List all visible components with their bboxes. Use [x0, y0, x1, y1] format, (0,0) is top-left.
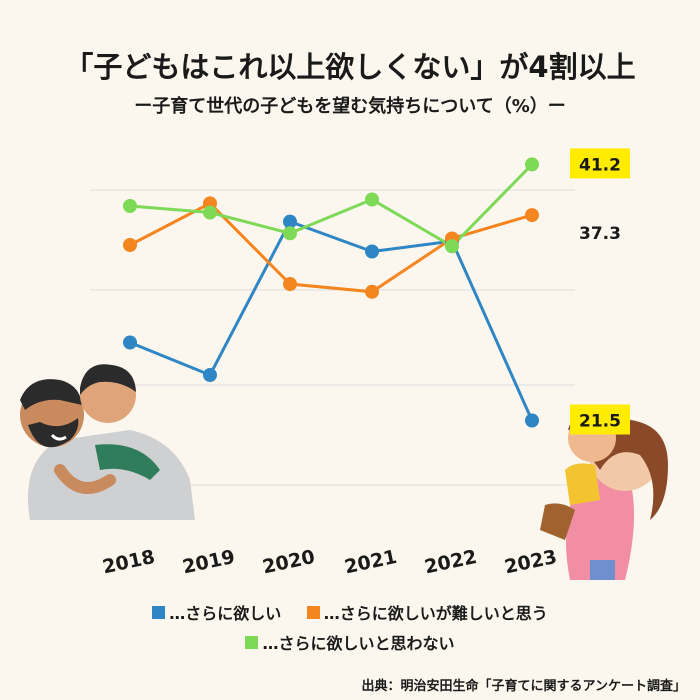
label-highlight	[570, 404, 630, 435]
legend-label: …さらに欲しいと思わない	[262, 634, 455, 653]
x-tick-label: 2021	[343, 546, 399, 579]
x-tick-label: 2020	[261, 546, 317, 579]
data-point	[365, 192, 379, 207]
series-line-0	[129, 219, 534, 422]
data-point	[283, 226, 297, 241]
chart-points	[123, 157, 539, 428]
chart-subtitle: ー子育て世代の子どもを望む気持ちについて（%）ー	[134, 96, 566, 117]
data-labels: 41.2 37.3 21.5	[570, 148, 630, 435]
data-point	[123, 199, 137, 213]
data-point	[525, 413, 539, 428]
chart-lines	[129, 163, 534, 422]
data-label: 21.5	[579, 412, 621, 432]
x-tick-label: 2019	[181, 546, 237, 579]
legend-swatch	[152, 605, 166, 619]
source-credit: 出典：明治安田生命「子育てに関するアンケート調査」	[361, 679, 686, 694]
data-point	[203, 205, 217, 220]
data-point	[365, 244, 379, 259]
data-point	[203, 368, 217, 382]
legend-label: …さらに欲しい	[169, 604, 282, 623]
data-point	[525, 157, 539, 172]
data-label: 41.2	[579, 155, 621, 175]
legend-swatch	[306, 605, 320, 619]
data-point	[445, 239, 459, 254]
series-line-2	[129, 163, 534, 249]
data-point	[365, 284, 379, 299]
gridlines	[90, 189, 575, 486]
mother-child-illustration	[540, 409, 668, 580]
label-highlight	[570, 148, 630, 179]
data-point	[123, 238, 137, 252]
legend-row-1: …さらに欲しい …さらに欲しいが難しいと思う	[0, 600, 700, 624]
legend-item-dont-want: …さらに欲しいと思わない	[245, 630, 455, 654]
legend-row-2: …さらに欲しいと思わない	[0, 630, 700, 654]
legend-label: …さらに欲しいが難しいと思う	[323, 604, 548, 623]
legend-item-want-but-difficult: …さらに欲しいが難しいと思う	[306, 600, 548, 624]
x-tick-label: 2022	[423, 546, 479, 579]
legend-item-want-more: …さらに欲しい	[152, 600, 281, 624]
data-point	[283, 214, 297, 229]
data-point	[283, 277, 297, 291]
x-axis-ticks: 2018 2019 2020 2021 2022 2023	[101, 546, 559, 579]
legend-swatch	[245, 635, 259, 649]
father-son-illustration	[20, 364, 195, 520]
x-tick-label: 2023	[503, 546, 559, 579]
chart-title: 「子どもはこれ以上欲しくない」が4割以上	[64, 50, 636, 84]
data-label: 37.3	[579, 224, 621, 244]
data-point	[525, 208, 539, 223]
data-point	[123, 335, 137, 350]
x-tick-label: 2018	[101, 546, 157, 579]
